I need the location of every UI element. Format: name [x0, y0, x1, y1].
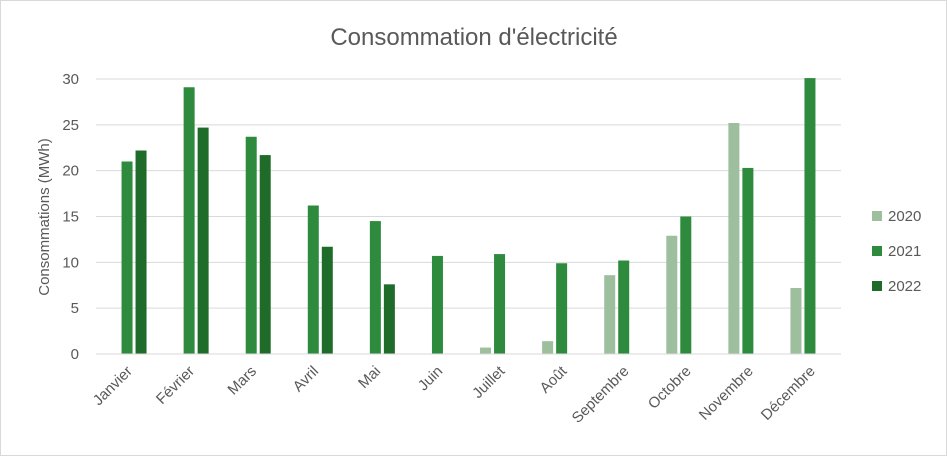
y-tick-label: 20 — [62, 163, 79, 180]
bar-2021-10 — [680, 216, 692, 354]
legend-swatch-2021 — [872, 246, 882, 256]
gridlines — [96, 78, 841, 309]
x-tick-label: Avril — [290, 363, 322, 395]
y-tick-label: 30 — [62, 71, 79, 88]
legend: 2020 2021 2022 — [872, 208, 921, 295]
bar-2020-9 — [604, 275, 616, 354]
bar-2022-2 — [197, 127, 209, 354]
y-tick-label: 0 — [71, 346, 79, 363]
x-tick-label: Août — [537, 362, 571, 396]
y-axis-title: Consommations (MWh) — [36, 138, 53, 296]
bar-2022-5 — [383, 284, 395, 354]
y-axis-ticks: 0 5 10 15 20 25 30 — [62, 71, 79, 363]
bar-2021-5 — [369, 221, 381, 354]
y-tick-label: 5 — [71, 300, 79, 317]
bar-2020-8 — [542, 341, 554, 354]
legend-label: 2022 — [888, 278, 921, 295]
x-tick-label: Septembre — [569, 363, 633, 427]
bar-2021-11 — [742, 167, 754, 354]
chart-title: Consommation d'électricité — [330, 24, 617, 51]
bar-2022-4 — [321, 246, 333, 354]
bar-2021-7 — [494, 254, 506, 354]
x-tick-label: Juin — [415, 363, 446, 394]
bar-2020-12 — [790, 288, 802, 354]
bar-2021-6 — [431, 255, 443, 354]
bar-2021-1 — [121, 161, 133, 354]
bar-2021-2 — [183, 87, 195, 354]
legend-swatch-2022 — [872, 281, 882, 291]
legend-swatch-2020 — [872, 211, 882, 221]
x-tick-label: Décembre — [758, 363, 819, 424]
bar-2021-9 — [618, 260, 630, 354]
y-tick-label: 15 — [62, 209, 79, 226]
bar-2021-12 — [804, 78, 816, 354]
x-tick-label: Mai — [355, 363, 384, 392]
bar-2021-3 — [245, 136, 257, 354]
bar-2020-11 — [728, 123, 740, 354]
y-tick-label: 25 — [62, 117, 79, 134]
x-axis-ticks: Janvier Février Mars Avril Mai Juin Juillet Aoû… — [90, 362, 819, 426]
bar-2022-1 — [135, 150, 147, 354]
x-tick-label: Novembre — [696, 363, 757, 424]
legend-label: 2021 — [888, 243, 921, 260]
bars — [121, 78, 816, 354]
bar-2021-8 — [556, 263, 568, 354]
bar-2022-3 — [259, 155, 271, 354]
bar-2021-4 — [307, 205, 319, 354]
x-tick-label: Octobre — [645, 363, 695, 413]
x-tick-label: Janvier — [90, 363, 136, 409]
bar-2020-10 — [666, 235, 678, 354]
x-tick-label: Juillet — [469, 362, 509, 402]
legend-label: 2020 — [888, 208, 921, 225]
y-tick-label: 10 — [62, 254, 79, 271]
x-tick-label: Février — [153, 363, 198, 408]
x-tick-label: Mars — [224, 363, 260, 399]
bar-2020-7 — [480, 347, 492, 354]
